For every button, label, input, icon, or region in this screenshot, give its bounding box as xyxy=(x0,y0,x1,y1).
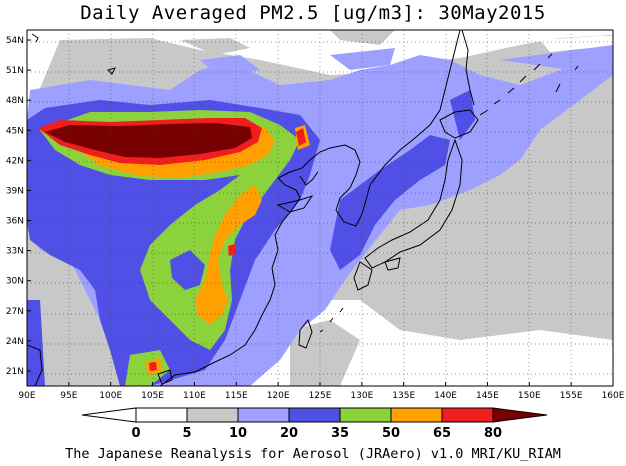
colorbar-label: 20 xyxy=(280,426,298,441)
lon-tick-label: 95E xyxy=(60,391,77,401)
lon-tick-label: 125E xyxy=(309,391,332,401)
lat-tick-label: 24N xyxy=(6,337,24,347)
lon-tick-label: 160E xyxy=(602,391,625,401)
lat-tick-label: 48N xyxy=(6,96,24,106)
lon-tick-label: 105E xyxy=(141,391,164,401)
lat-tick-label: 45N xyxy=(6,126,24,136)
lon-tick-label: 155E xyxy=(560,391,583,401)
darkred-level-regions xyxy=(45,123,252,158)
lon-tick-label: 135E xyxy=(392,391,415,401)
lat-tick-label: 51N xyxy=(6,66,24,76)
lon-tick-label: 100E xyxy=(99,391,122,401)
lon-tick-label: 150E xyxy=(518,391,541,401)
colorbar-label: 35 xyxy=(331,426,349,441)
colorbar-swatch xyxy=(186,407,239,423)
lat-tick-label: 54N xyxy=(6,36,24,46)
lat-tick-label: 36N xyxy=(6,217,24,227)
graticule xyxy=(27,30,613,386)
colorbar-swatch xyxy=(288,407,341,423)
lon-tick-label: 90E xyxy=(18,391,35,401)
colorbar-swatch xyxy=(135,407,188,423)
latitude-tick-labels: 21N 24N 27N 30N 33N 36N 39N 42N 45N 48N 51N 54N xyxy=(6,36,31,377)
lat-tick-label: 21N xyxy=(6,367,24,377)
lon-tick-label: 130E xyxy=(350,391,373,401)
lat-tick-label: 42N xyxy=(6,156,24,166)
lat-tick-label: 27N xyxy=(6,307,24,317)
colorbar-swatch xyxy=(237,407,290,423)
colorbar-low-arrow xyxy=(81,407,137,423)
colorbar-label: 5 xyxy=(182,426,191,441)
colorbar-swatch xyxy=(390,407,443,423)
lat-tick-label: 30N xyxy=(6,277,24,287)
longitude-tick-labels: 90E 95E 100E 105E 110E 115E 120E 125E 130E 135E 14… xyxy=(18,382,625,401)
lon-tick-label: 120E xyxy=(267,391,290,401)
colorbar-label: 50 xyxy=(382,426,400,441)
lon-tick-label: 140E xyxy=(434,391,457,401)
lat-tick-label: 39N xyxy=(6,186,24,196)
colorbar-swatch xyxy=(441,407,494,423)
colorbar-label: 10 xyxy=(229,426,247,441)
colorbar-high-arrow xyxy=(492,407,548,423)
coastlines xyxy=(27,30,579,386)
lon-tick-label: 145E xyxy=(476,391,499,401)
map-title: Daily Averaged PM2.5 [ug/m3]: 30May2015 xyxy=(80,2,546,24)
colorbar-label: 65 xyxy=(433,426,451,441)
lat-tick-label: 33N xyxy=(6,247,24,257)
lon-tick-label: 115E xyxy=(225,391,248,401)
credit-line: The Japanese Reanalysis for Aerosol (JRA… xyxy=(65,446,561,462)
colorbar-swatch xyxy=(339,407,392,423)
colorbar-label: 80 xyxy=(484,426,502,441)
lon-tick-label: 110E xyxy=(183,391,206,401)
colorbar-label: 0 xyxy=(131,426,140,441)
white-level-regions xyxy=(540,36,613,52)
